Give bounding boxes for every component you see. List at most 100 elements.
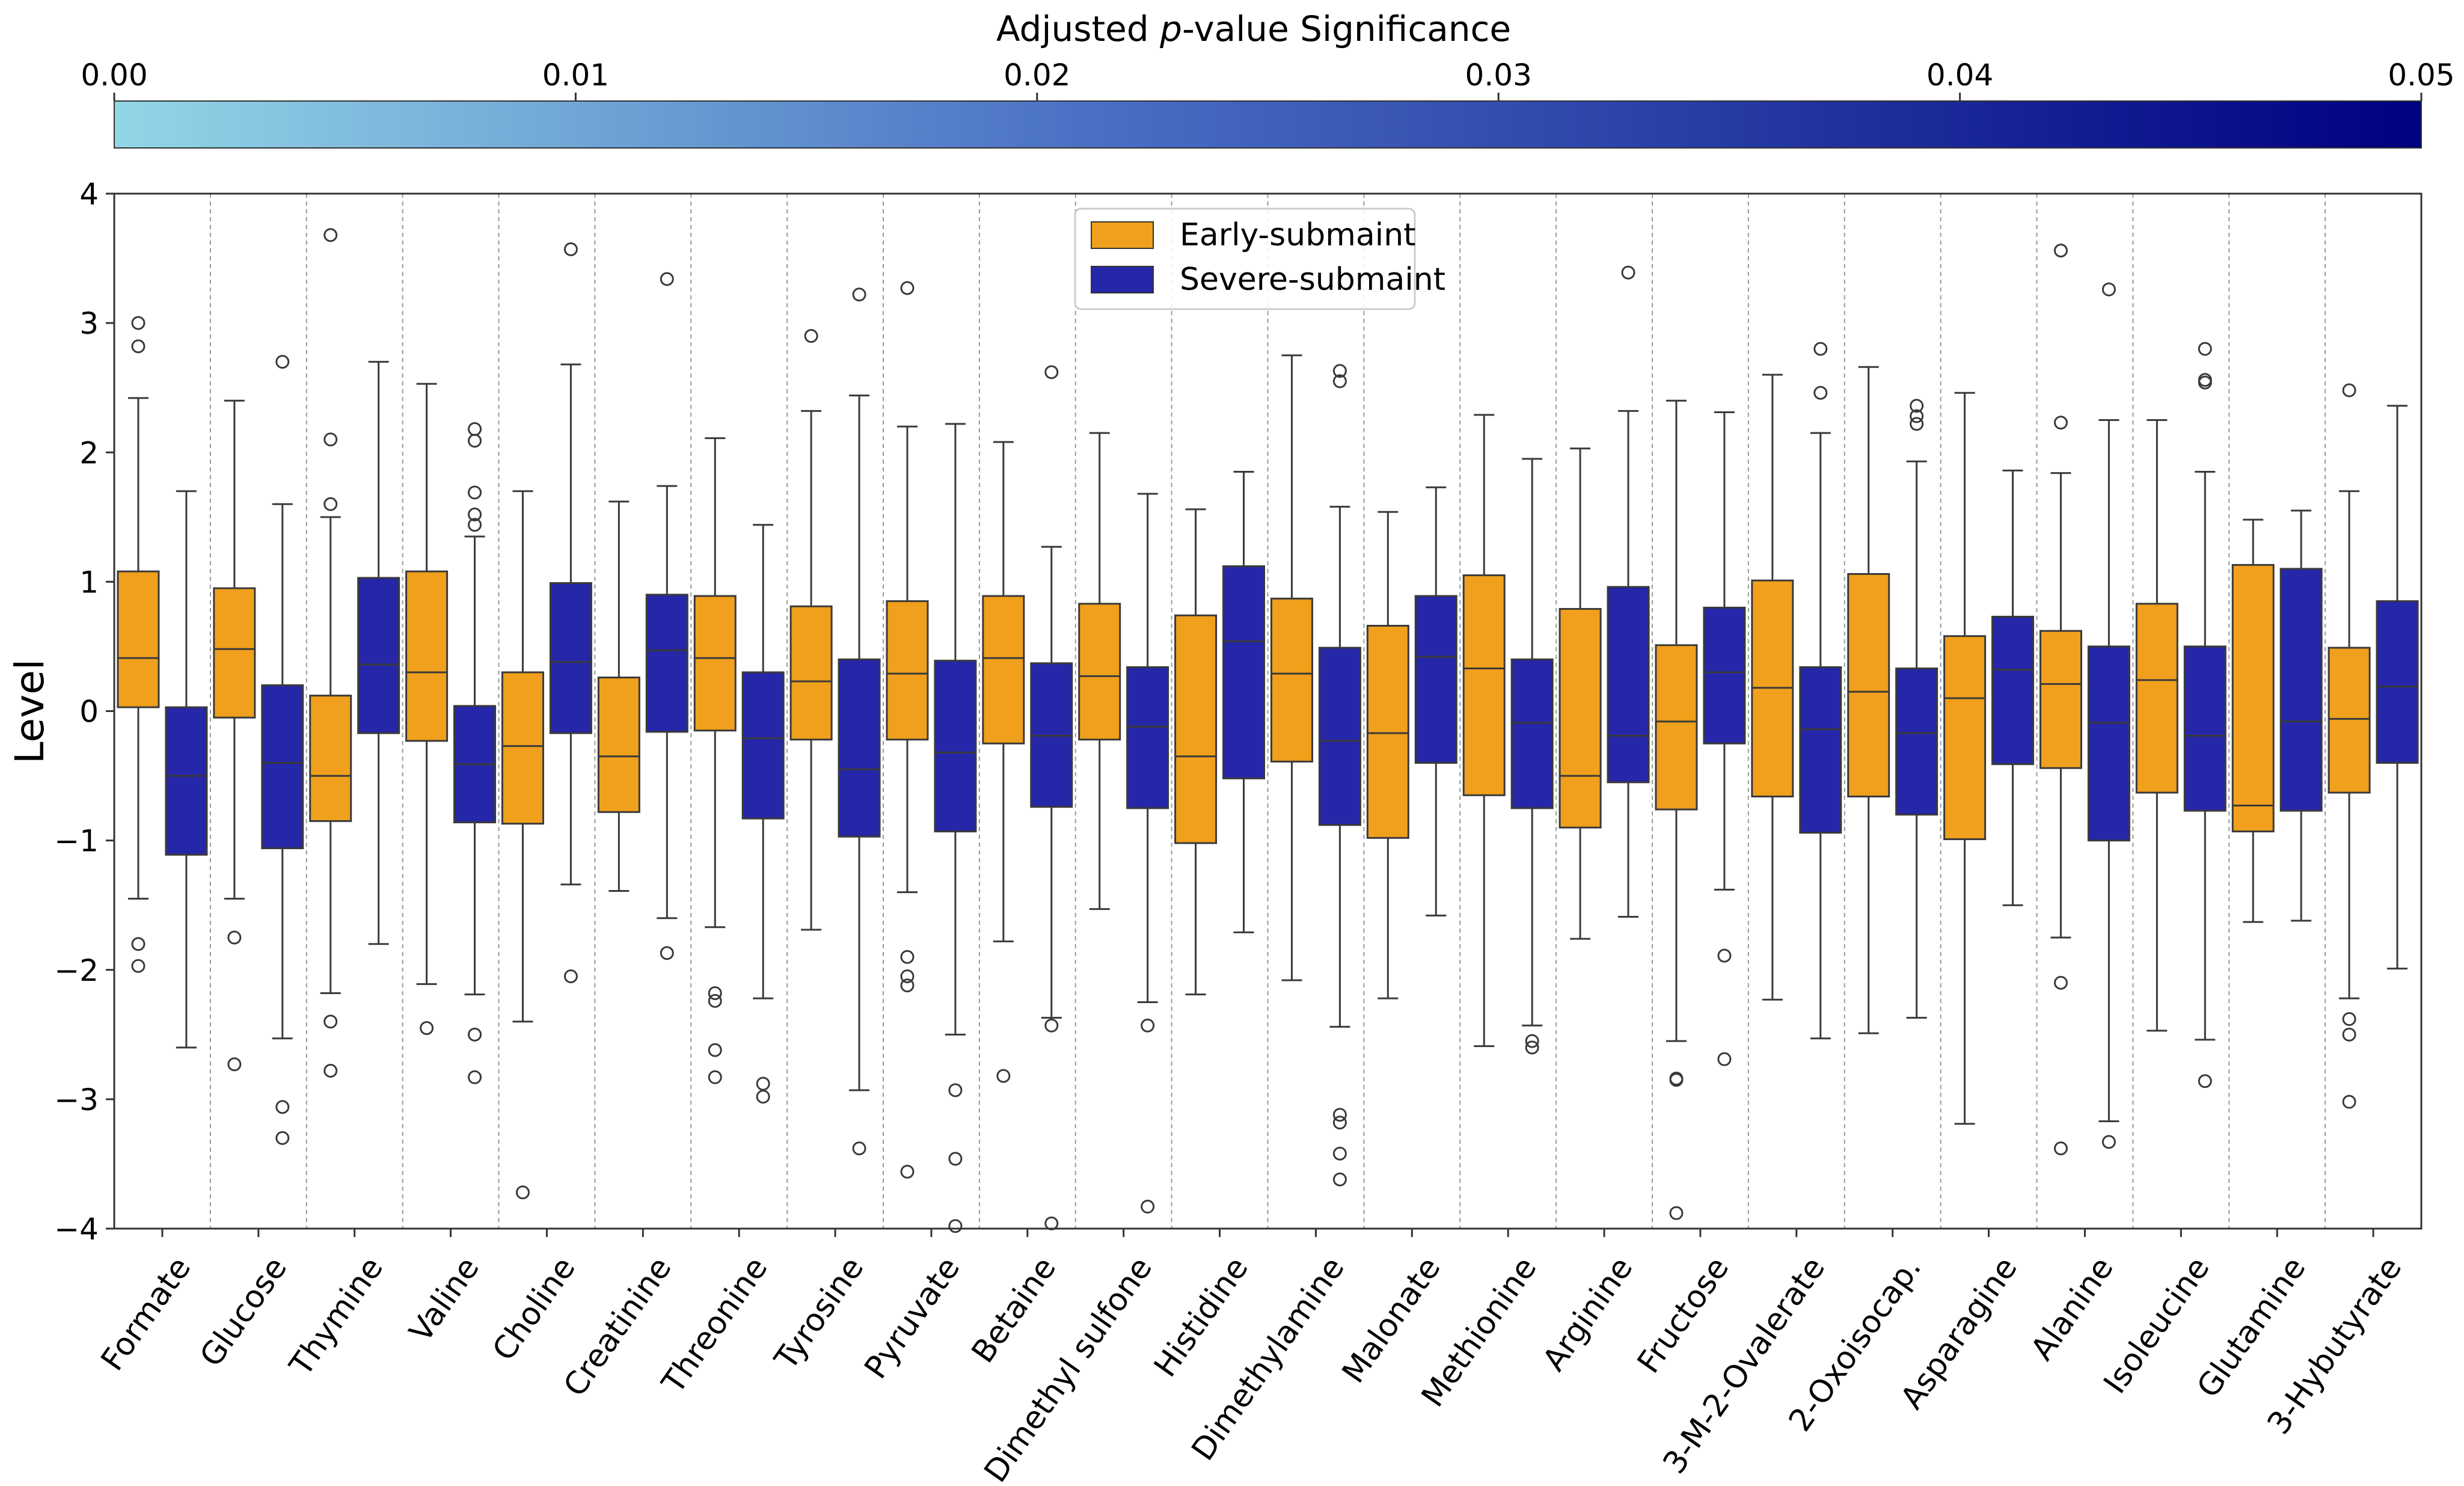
iqr-box	[1510, 658, 1554, 809]
colorbar-tick-label: 0.01	[542, 58, 609, 93]
category-group	[1078, 432, 1169, 1214]
early-box	[1943, 391, 1987, 1125]
outlier-point	[1332, 364, 1347, 378]
outlier-point	[660, 946, 674, 960]
x-tick-label: Dimethyl sulfone	[978, 1251, 1160, 1486]
iqr-box	[886, 600, 929, 741]
outlier-point	[468, 434, 482, 448]
iqr-box	[693, 595, 737, 732]
outlier-point	[323, 1064, 338, 1078]
iqr-box	[2328, 646, 2371, 794]
outlier-point	[852, 287, 866, 302]
category-group	[789, 287, 881, 1156]
outlier-point	[2053, 416, 2068, 430]
early-box	[117, 316, 160, 973]
category-group	[1943, 391, 2035, 1125]
category-group	[501, 242, 592, 1200]
outlier-point	[323, 432, 338, 447]
iqr-box	[1222, 565, 1266, 779]
outlier-point	[900, 281, 915, 295]
severe-box	[261, 355, 304, 1145]
y-tick-label: 4	[79, 177, 99, 212]
category-group	[1655, 399, 1746, 1220]
iqr-box	[405, 570, 449, 742]
category-group	[405, 382, 497, 1084]
severe-box	[1703, 411, 1746, 1066]
outlier-point	[900, 978, 915, 993]
severe-box	[1030, 365, 1073, 1230]
y-tick-label: 3	[79, 306, 99, 341]
early-box	[597, 500, 640, 892]
iqr-box	[1607, 586, 1650, 784]
outlier-point	[1717, 948, 1732, 963]
early-box	[982, 441, 1025, 1083]
outlier-point	[1910, 409, 1924, 423]
outlier-point	[1669, 1073, 1684, 1087]
outlier-point	[2198, 342, 2212, 356]
category-group	[309, 228, 400, 1078]
early-box	[2135, 419, 2178, 1032]
severe-box	[1414, 486, 1457, 916]
x-tick-label: Formate	[94, 1251, 198, 1378]
outlier-point	[131, 339, 146, 354]
outlier-point	[2342, 383, 2356, 398]
outlier-point	[1044, 1018, 1059, 1033]
category-group	[1847, 366, 1938, 1034]
iqr-box	[1703, 606, 1746, 745]
severe-box	[453, 422, 497, 1084]
severe-box	[645, 272, 688, 960]
outlier-point	[275, 355, 290, 369]
early-box	[1751, 373, 1794, 1001]
iqr-box	[1174, 614, 1218, 844]
outlier-point	[708, 1043, 722, 1057]
severe-box	[2279, 509, 2323, 922]
outlier-point	[1141, 1199, 1155, 1214]
early-box	[405, 382, 449, 1036]
category-group	[1751, 342, 1842, 1040]
iqr-box	[2376, 600, 2419, 764]
x-tick-label: Fructose	[1631, 1251, 1736, 1380]
outlier-point	[2101, 1135, 2116, 1149]
outlier-point	[2198, 1074, 2212, 1088]
outlier-point	[323, 1015, 338, 1029]
x-tick-label: Tyrosine	[768, 1251, 871, 1377]
outlier-point	[227, 1057, 242, 1072]
severe-box	[2087, 282, 2130, 1149]
iqr-box	[1943, 635, 1987, 840]
outlier-point	[708, 986, 722, 1000]
outlier-point	[900, 969, 915, 984]
iqr-box	[982, 595, 1025, 745]
legend-swatch-severe	[1091, 266, 1154, 293]
x-tick-label: Valine	[403, 1251, 486, 1349]
early-box	[1078, 432, 1121, 910]
iqr-box	[838, 658, 881, 838]
outlier-point	[468, 1027, 482, 1042]
iqr-box	[549, 582, 592, 734]
category-group	[693, 437, 785, 1104]
iqr-box	[357, 577, 400, 734]
iqr-box	[309, 695, 352, 822]
outlier-point	[804, 329, 818, 343]
iqr-box	[1270, 597, 1313, 763]
legend-frame	[1074, 207, 1416, 310]
category-group	[1174, 471, 1266, 996]
early-box	[2328, 383, 2371, 1109]
early-box	[1847, 366, 1890, 1034]
x-tick-label: Pyruvate	[857, 1251, 967, 1386]
outlier-point	[1813, 342, 1828, 356]
severe-box	[357, 361, 400, 945]
category-group	[1558, 265, 1650, 940]
x-tick-label: Thymine	[283, 1251, 390, 1383]
outlier-point	[468, 485, 482, 500]
severe-box	[549, 242, 592, 984]
iqr-box	[2231, 563, 2275, 833]
category-group	[213, 355, 304, 1145]
severe-box	[1222, 471, 1266, 933]
outlier-point	[708, 1070, 722, 1084]
iqr-box	[261, 684, 304, 850]
severe-box	[741, 524, 785, 1104]
iqr-box	[741, 671, 785, 820]
outlier-point	[2342, 1027, 2356, 1042]
outlier-point	[1332, 1146, 1347, 1161]
